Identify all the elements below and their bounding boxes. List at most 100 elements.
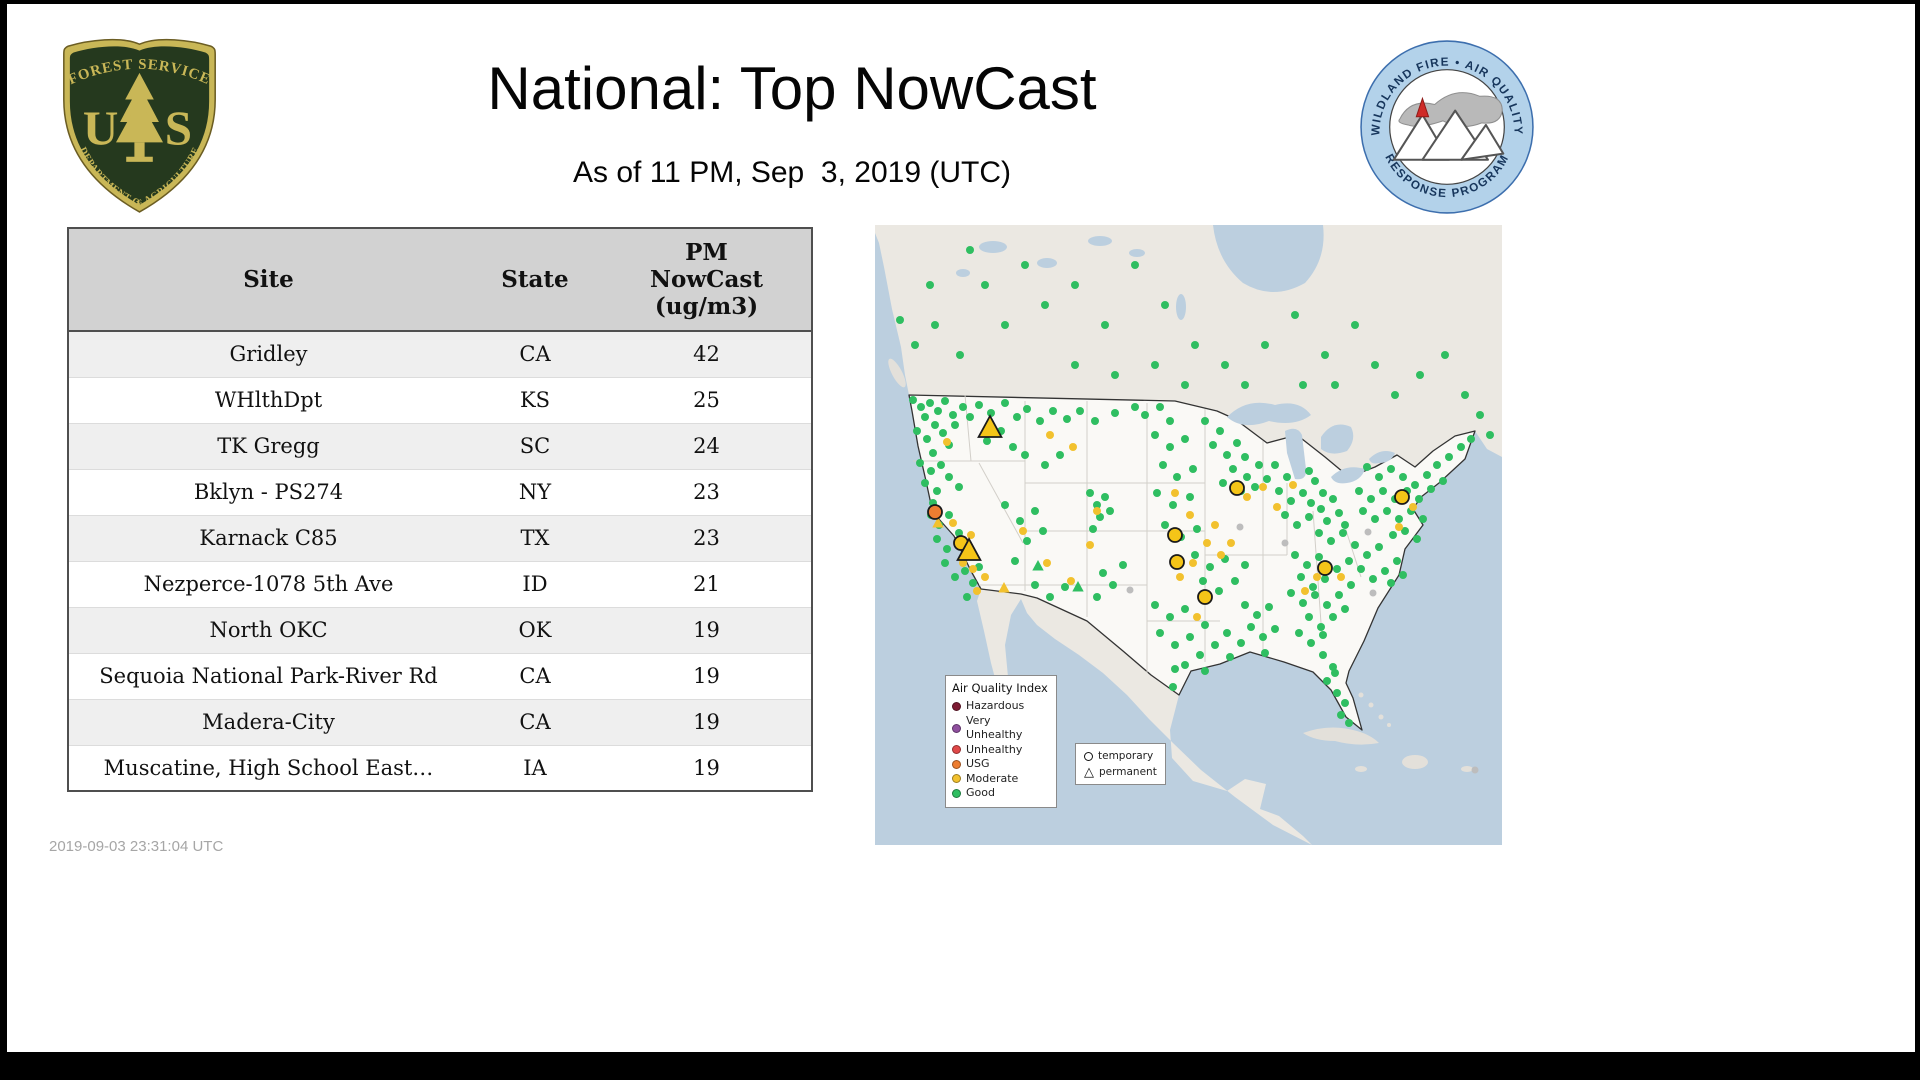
good-temporary-marker — [1299, 489, 1307, 497]
good-temporary-marker — [1151, 431, 1159, 439]
aqi-legend-label: Moderate — [966, 771, 1019, 785]
good-temporary-marker — [1261, 341, 1269, 349]
no-data-marker — [1364, 528, 1372, 536]
page-title: National: Top NowCast — [487, 55, 1097, 122]
good-temporary-marker — [1215, 587, 1223, 595]
good-temporary-marker — [934, 407, 942, 415]
good-temporary-marker — [1169, 683, 1177, 691]
good-temporary-marker — [1381, 567, 1389, 575]
good-temporary-marker — [931, 421, 939, 429]
good-temporary-marker — [1099, 569, 1107, 577]
good-temporary-marker — [1031, 507, 1039, 515]
good-temporary-marker — [1355, 487, 1363, 495]
good-temporary-marker — [926, 281, 934, 289]
good-temporary-marker — [1221, 361, 1229, 369]
good-temporary-marker — [1023, 405, 1031, 413]
good-temporary-marker — [966, 413, 974, 421]
good-temporary-marker — [987, 409, 995, 417]
aqi-swatch-icon — [952, 774, 961, 784]
moderate-temporary-marker — [1395, 523, 1403, 531]
good-temporary-marker — [1226, 653, 1234, 661]
moderate-temporary-marker — [981, 573, 989, 581]
good-temporary-marker — [1089, 525, 1097, 533]
good-temporary-marker — [1056, 451, 1064, 459]
value-cell: 19 — [602, 698, 812, 745]
good-temporary-marker — [1111, 371, 1119, 379]
good-temporary-marker — [1161, 301, 1169, 309]
good-temporary-marker — [1311, 477, 1319, 485]
good-temporary-marker — [983, 437, 991, 445]
good-temporary-marker — [1181, 661, 1189, 669]
good-temporary-marker — [1196, 651, 1204, 659]
good-temporary-marker — [1181, 381, 1189, 389]
moderate-temporary-marker — [1046, 431, 1054, 439]
good-temporary-marker — [1271, 461, 1279, 469]
moderate-temporary-marker — [1227, 539, 1235, 547]
good-temporary-marker — [1461, 391, 1469, 399]
good-temporary-marker — [1341, 521, 1349, 529]
good-temporary-marker — [1001, 321, 1009, 329]
moderate-temporary-marker — [1301, 587, 1309, 595]
good-temporary-marker — [1199, 577, 1207, 585]
good-temporary-marker — [1391, 391, 1399, 399]
cuba — [1303, 727, 1379, 745]
good-temporary-marker — [951, 573, 959, 581]
good-temporary-marker — [1399, 571, 1407, 579]
good-temporary-marker — [1359, 507, 1367, 515]
good-temporary-marker — [955, 529, 963, 537]
good-temporary-marker — [1263, 475, 1271, 483]
good-temporary-marker — [1001, 399, 1009, 407]
state-cell: CA — [468, 698, 602, 745]
table-row: Sequoia National Park-River Rd CA 19 — [68, 652, 812, 699]
moderate-temporary-marker — [967, 531, 975, 539]
good-temporary-marker — [1323, 677, 1331, 685]
mountains-icon — [1392, 109, 1505, 161]
shape-legend-label: temporary — [1098, 750, 1154, 762]
site-cell: TK Gregg — [68, 422, 468, 469]
good-temporary-marker — [1387, 579, 1395, 587]
good-temporary-marker — [1439, 477, 1447, 485]
wildland-fire-program-logo: WILDLAND FIRE • AIR QUALITY RESPONSE PRO… — [1360, 40, 1534, 214]
good-temporary-marker — [963, 593, 971, 601]
good-temporary-marker — [1255, 461, 1263, 469]
aqi-legend-label: Good — [966, 786, 995, 799]
shield-letter-u: U — [83, 100, 118, 155]
moderate-temporary-marker — [1273, 503, 1281, 511]
good-temporary-marker — [1309, 583, 1317, 591]
good-temporary-marker — [917, 403, 925, 411]
good-temporary-marker — [1181, 605, 1189, 613]
aqi-legend-label: Unhealthy — [966, 742, 1023, 756]
aqi-swatch-icon — [952, 745, 961, 755]
moderate-temporary-highlighted-marker — [1197, 589, 1213, 605]
good-temporary-marker — [1259, 633, 1267, 641]
state-cell: NY — [468, 468, 602, 515]
pine-tree-icon — [115, 72, 164, 162]
moderate-temporary-highlighted-marker — [1167, 527, 1183, 543]
good-temporary-marker — [943, 545, 951, 553]
good-temporary-marker — [1166, 613, 1174, 621]
good-temporary-marker — [1323, 601, 1331, 609]
no-data-marker — [1281, 539, 1289, 547]
table-row: WHlthDpt KS 25 — [68, 376, 812, 423]
good-temporary-marker — [927, 467, 935, 475]
good-temporary-marker — [1371, 515, 1379, 523]
good-temporary-marker — [1419, 515, 1427, 523]
good-temporary-marker — [1119, 561, 1127, 569]
good-temporary-marker — [1275, 487, 1283, 495]
shape-legend-item: △ permanent — [1084, 764, 1157, 780]
good-temporary-marker — [1351, 321, 1359, 329]
good-temporary-marker — [1131, 403, 1139, 411]
moderate-temporary-marker — [1067, 577, 1075, 585]
good-temporary-marker — [1467, 435, 1475, 443]
good-temporary-marker — [1093, 501, 1101, 509]
value-cell: 42 — [602, 330, 812, 377]
good-temporary-marker — [1109, 581, 1117, 589]
good-temporary-marker — [1401, 527, 1409, 535]
good-temporary-marker — [923, 435, 931, 443]
value-cell: 25 — [602, 376, 812, 423]
good-temporary-marker — [1265, 603, 1273, 611]
site-cell: Madera-City — [68, 698, 468, 745]
good-temporary-marker — [1036, 417, 1044, 425]
temporary-circle-icon — [1084, 751, 1093, 761]
good-temporary-marker — [1253, 611, 1261, 619]
